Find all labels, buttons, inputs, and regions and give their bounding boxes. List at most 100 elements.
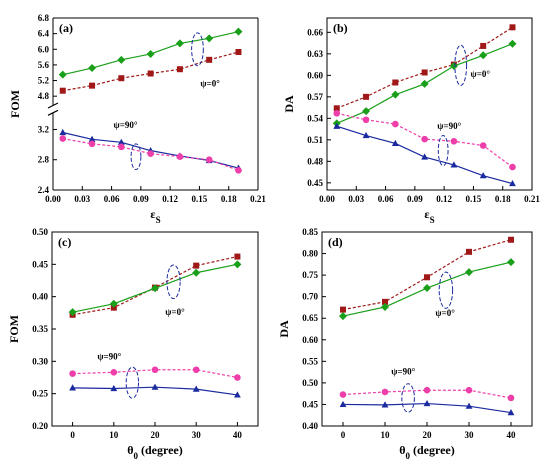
y-tick-label: 0.30 [32,356,48,366]
y-tick-label: 0.50 [32,227,48,237]
x-tick-label: 0.09 [133,194,149,204]
data-point [479,142,487,149]
data-point [69,384,76,391]
data-point [509,24,516,31]
panel-label: (d) [328,235,343,249]
series-square [59,49,242,94]
data-point [333,122,341,129]
data-point [450,137,458,145]
data-point [59,128,67,136]
y-tick-label: 0.20 [32,421,48,431]
data-point [465,386,473,394]
data-point [151,383,159,390]
data-point [382,298,388,305]
data-point [465,268,473,277]
y-axis-label: DA [282,95,296,113]
data-point [234,391,241,398]
y-tick-label: 0.25 [32,389,48,399]
data-point [362,107,371,116]
axis-break-mark [47,102,59,109]
y-tick-label: 0.48 [307,156,323,166]
data-point [234,27,243,36]
x-tick-label: 20 [423,430,433,440]
panel-label: (a) [59,21,73,35]
series-diamond [332,39,517,128]
data-point [508,39,517,48]
data-point [392,79,399,86]
x-tick-label: 40 [507,430,517,440]
series-circle [59,135,242,174]
x-tick-label: 0.21 [524,194,540,204]
x-tick-label: 0.06 [104,194,120,204]
y-tick-label: 0.55 [302,356,318,366]
data-point [176,153,184,161]
panel-c: 0.20 0.25 0.30 0.35 0.40 0.45 0.50 0 10 20 30 40 θ0 … [7,227,259,461]
y-tick-label: 0.63 [307,49,323,59]
data-point [235,49,242,56]
y-tick-label: 0.40 [32,292,48,302]
data-point [59,135,67,142]
x-tick-label: 0.15 [192,194,208,204]
series-diamond [58,27,243,79]
y-tick-label: 6.4 [38,29,50,39]
data-point [381,303,389,312]
data-point [392,120,399,128]
data-point [59,87,66,94]
panel-label: (b) [333,21,348,35]
data-point [381,401,389,408]
series-triangle [339,399,515,416]
data-point [381,388,389,396]
y-tick-label: 6.8 [38,13,50,23]
data-point [421,135,428,143]
y-tick-label: 0.75 [302,270,318,280]
panel-b: 0.45 0.48 0.51 0.54 0.57 0.60 0.63 0.66 0.00 0.03… [282,17,540,225]
data-point [88,135,96,142]
x-tick-label: 10 [109,430,119,440]
data-point [151,366,159,374]
panel-a: 4.8 5.2 5.6 6.0 6.4 6.8 2.4 2.8 3.2 0.00 0.03 0.06 0… [8,13,266,225]
y-tick-label: 4.8 [38,91,50,101]
series-triangle [333,122,516,187]
highlight-ellipse [191,32,204,67]
series-circle [339,386,515,402]
data-point [88,64,97,73]
data-point [421,153,429,160]
x-axis-label: θ0 (degree) [127,443,183,461]
data-point [193,262,200,269]
y-tick-label: 0.65 [302,313,318,323]
data-point [110,369,118,376]
panel-d: 0.40 0.45 0.50 0.55 0.60 0.65 0.70 0.75 0.80 0.85… [277,227,533,461]
data-point [465,402,473,409]
y-tick-label: 5.6 [38,60,50,70]
plot-frame [321,231,533,427]
psi-annotation: ψ=90° [391,366,415,376]
data-point [147,70,154,77]
y-tick-label: 6.0 [38,44,50,54]
data-point [234,253,241,260]
series-triangle [69,383,241,398]
data-point [192,385,200,392]
highlight-ellipse [438,271,454,309]
series-diamond [339,258,515,321]
series-triangle [59,128,242,171]
data-point [362,116,370,124]
y-tick-label: 2.8 [38,155,50,165]
y-tick-label: 5.2 [38,76,50,86]
data-point [339,400,347,408]
x-tick-label: 0.09 [407,194,423,204]
y-axis-label: DA [277,320,291,338]
highlight-ellipse [166,264,181,300]
data-point [509,179,516,187]
data-point [192,268,201,277]
data-point [176,66,183,73]
data-point [234,374,241,381]
x-tick-label: 0.03 [74,194,90,204]
data-point [175,39,184,48]
x-tick-label: 0.06 [378,194,394,204]
data-point [507,258,515,267]
data-point [509,163,516,171]
y-tick-label: 3.2 [38,124,50,134]
x-axis-label: εS [150,207,160,225]
data-point [68,308,77,317]
